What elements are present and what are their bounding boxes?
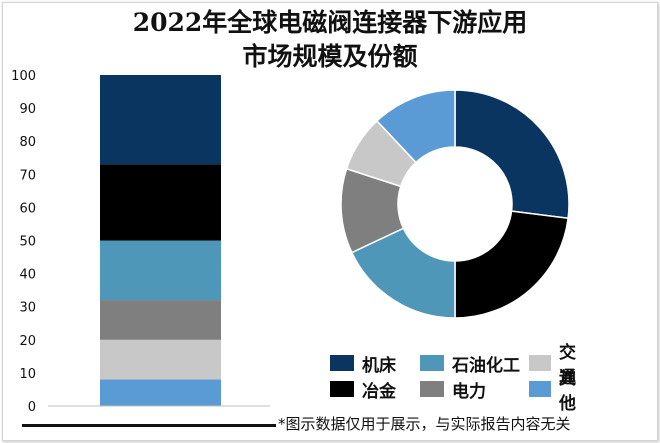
legend-label: 交通 bbox=[558, 343, 576, 388]
footnote-rule bbox=[22, 424, 276, 427]
donut-slice bbox=[454, 89, 570, 220]
y-tick-label: 20 bbox=[19, 334, 36, 349]
legend-item-jichuang: 机床 bbox=[330, 351, 396, 376]
y-tick-label: 0 bbox=[28, 400, 36, 415]
y-tick-label: 60 bbox=[19, 201, 36, 216]
y-axis-ticks: 0 10 20 30 40 50 60 70 80 90 100 bbox=[11, 69, 36, 415]
y-tick-label: 70 bbox=[19, 168, 36, 183]
legend-label: 电力 bbox=[452, 381, 486, 402]
bar-segment bbox=[100, 339, 221, 380]
legend-swatch bbox=[420, 381, 444, 397]
y-tick-label: 40 bbox=[19, 268, 36, 283]
stacked-bar bbox=[100, 75, 221, 406]
legend-swatch bbox=[529, 355, 551, 371]
bar-segment bbox=[100, 240, 221, 301]
donut-slice bbox=[375, 89, 456, 164]
legend-swatch bbox=[330, 355, 354, 371]
legend-item-qita: 其他 bbox=[529, 369, 590, 414]
donut-slice bbox=[454, 210, 569, 319]
legend-item-yejin: 冶金 bbox=[330, 377, 396, 402]
y-tick-label: 30 bbox=[19, 301, 36, 316]
legend-label: 其他 bbox=[558, 369, 576, 414]
chart-title-line-1: 2022年全球电磁阀连接器下游应用 bbox=[132, 8, 528, 37]
y-tick-label: 50 bbox=[19, 235, 36, 250]
y-tick-label: 100 bbox=[11, 69, 36, 84]
bar-segment bbox=[100, 75, 221, 165]
y-tick-label: 10 bbox=[19, 367, 36, 382]
chart-title-line-2: 市场规模及份额 bbox=[242, 42, 418, 71]
legend-label: 石油化工 bbox=[452, 355, 520, 376]
legend-item-dianli: 电力 bbox=[420, 377, 486, 402]
legend-label: 机床 bbox=[362, 355, 396, 376]
bar-segment bbox=[100, 164, 221, 241]
y-tick-label: 80 bbox=[19, 135, 36, 150]
legend-swatch bbox=[529, 381, 551, 397]
donut-chart bbox=[340, 89, 570, 319]
legend-swatch bbox=[420, 355, 444, 371]
y-tick-label: 90 bbox=[19, 102, 36, 117]
legend-item-jiaotong: 交通 bbox=[529, 343, 590, 388]
legend-swatch bbox=[330, 381, 354, 397]
legend-label: 冶金 bbox=[362, 381, 396, 402]
bar-segment bbox=[100, 379, 221, 406]
legend-item-shiyouhuagong: 石油化工 bbox=[420, 351, 520, 376]
legend: 机床 石油化工 交通 冶金 电力 其他 bbox=[330, 343, 590, 414]
footnote: *图示数据仅用于展示，与实际报告内容无关 bbox=[278, 415, 571, 433]
bar-segment bbox=[100, 300, 221, 340]
